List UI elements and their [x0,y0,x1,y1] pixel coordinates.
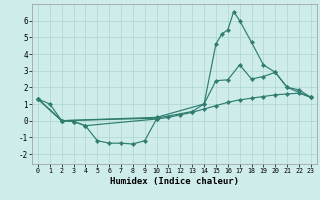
X-axis label: Humidex (Indice chaleur): Humidex (Indice chaleur) [110,177,239,186]
